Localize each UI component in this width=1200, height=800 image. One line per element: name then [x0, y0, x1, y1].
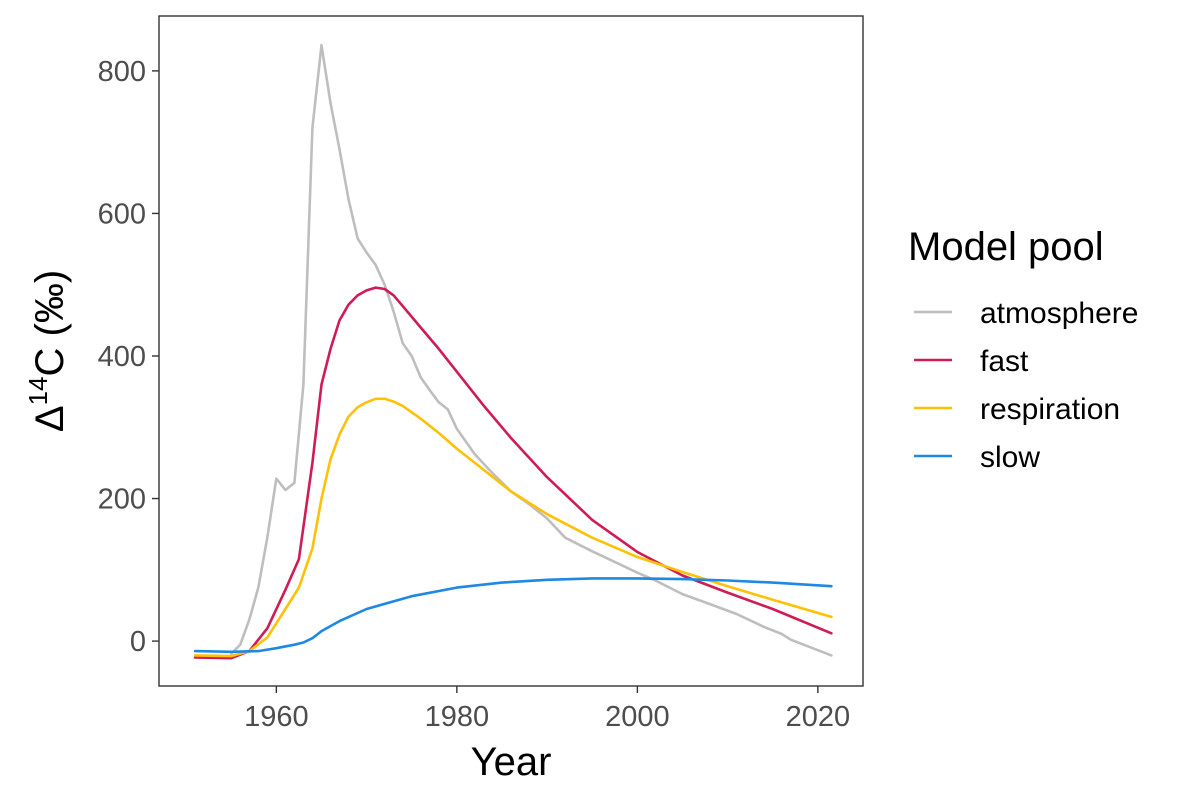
x-tick-label-1980: 1980	[425, 701, 490, 733]
y-axis-title-delta: Δ	[28, 405, 72, 432]
x-tick-label-2000: 2000	[605, 701, 670, 733]
y-axis-title-rest: C (‰)	[28, 270, 72, 377]
x-axis: 1960 1980 2000 2020	[244, 686, 850, 733]
y-tick-label-800: 800	[98, 56, 146, 88]
y-tick-label-600: 600	[98, 198, 146, 230]
y-tick-label-0: 0	[130, 626, 146, 658]
legend-label-atmosphere: atmosphere	[980, 297, 1138, 330]
y-axis-title-superscript: 14	[23, 377, 53, 406]
plot-panel-border	[158, 15, 864, 687]
y-axis-title: Δ14C (‰)	[23, 270, 72, 432]
legend: Model pool atmosphere fast respiration slow	[908, 225, 1138, 474]
series-line-fast	[193, 286, 833, 660]
y-tick-label-400: 400	[98, 341, 146, 373]
series-line-atmosphere	[229, 43, 833, 657]
series-lines	[193, 43, 833, 660]
y-axis: 0 200 400 600 800	[98, 56, 159, 658]
legend-title: Model pool	[908, 225, 1104, 269]
x-tick-label-2020: 2020	[786, 701, 851, 733]
legend-label-respiration: respiration	[980, 393, 1120, 426]
series-line-respiration	[193, 397, 833, 658]
series-line-slow	[193, 577, 833, 654]
legend-label-slow: slow	[980, 441, 1040, 474]
x-tick-label-1960: 1960	[244, 701, 309, 733]
legend-label-fast: fast	[980, 345, 1029, 378]
legend-items: atmosphere fast respiration slow	[914, 297, 1138, 474]
y-tick-label-200: 200	[98, 484, 146, 516]
x-axis-title: Year	[471, 740, 552, 784]
